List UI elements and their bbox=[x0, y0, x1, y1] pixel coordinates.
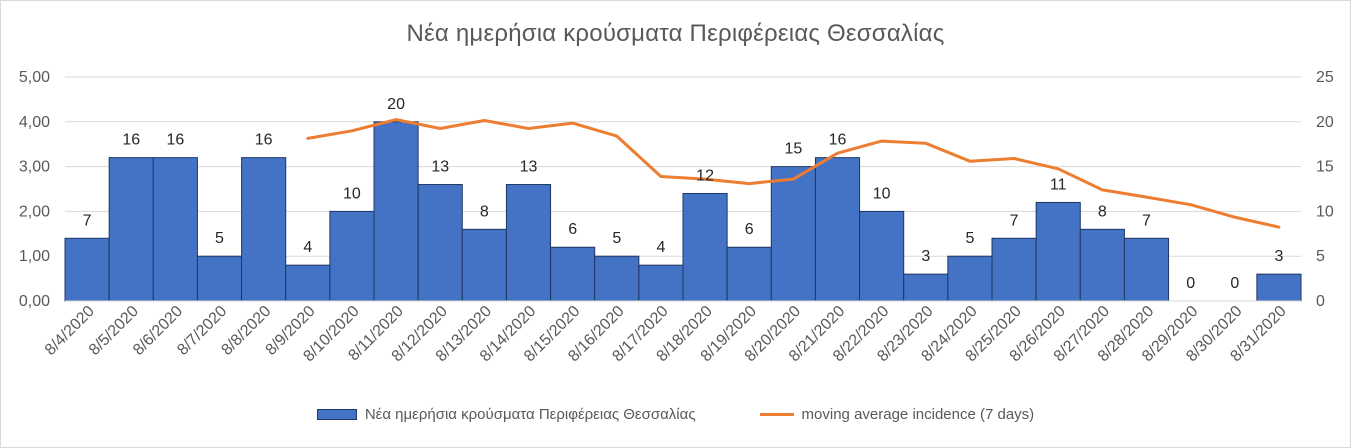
bar-series bbox=[64, 121, 1302, 302]
right-tick-label: 20 bbox=[1316, 114, 1334, 131]
bar-data-label: 16 bbox=[122, 132, 140, 149]
bar-data-label: 7 bbox=[1142, 212, 1151, 229]
bar-data-label: 7 bbox=[83, 212, 92, 229]
legend-item-bars: Νέα ημερήσια κρούσματα Περιφέρειας Θεσσα… bbox=[316, 406, 696, 423]
left-tick-label: 1,00 bbox=[19, 248, 50, 265]
bar bbox=[505, 184, 552, 302]
bar bbox=[1035, 201, 1081, 302]
legend-line-swatch bbox=[759, 413, 794, 416]
bar bbox=[859, 210, 905, 302]
bar bbox=[1256, 273, 1302, 302]
bar bbox=[285, 264, 331, 302]
bar bbox=[152, 157, 198, 302]
bar-data-label: 13 bbox=[431, 159, 449, 176]
left-axis-ticks: 0,00 1,00 2,00 3,00 4,00 5,00 bbox=[19, 69, 50, 310]
bar bbox=[417, 184, 463, 302]
bar bbox=[770, 166, 816, 302]
bar-data-label: 16 bbox=[255, 132, 273, 149]
bar bbox=[108, 157, 154, 302]
legend-label-bars: Νέα ημερήσια κρούσματα Περιφέρειας Θεσσα… bbox=[364, 406, 696, 423]
bar-data-label: 10 bbox=[343, 185, 361, 202]
bar bbox=[241, 157, 287, 302]
bar bbox=[814, 157, 861, 302]
bar bbox=[947, 255, 993, 302]
left-tick-label: 3,00 bbox=[19, 159, 50, 176]
bar-data-label: 16 bbox=[166, 132, 184, 149]
bar bbox=[638, 264, 684, 302]
left-tick-label: 2,00 bbox=[19, 203, 50, 220]
bar-data-label: 7 bbox=[1010, 212, 1019, 229]
bar-data-label: 0 bbox=[1230, 275, 1239, 292]
bar-data-label: 10 bbox=[873, 185, 891, 202]
right-tick-label: 10 bbox=[1316, 203, 1334, 220]
bar bbox=[726, 246, 772, 302]
right-tick-label: 0 bbox=[1316, 293, 1325, 310]
bar bbox=[682, 192, 728, 302]
left-tick-label: 4,00 bbox=[19, 114, 50, 131]
bar-data-label: 8 bbox=[480, 203, 489, 220]
bar-data-label: 5 bbox=[612, 230, 621, 247]
bar-data-label: 13 bbox=[520, 159, 538, 176]
bar bbox=[594, 255, 640, 302]
x-axis-labels: 8/4/20208/5/20208/6/20208/7/20208/8/2020… bbox=[42, 303, 1290, 365]
legend: Νέα ημερήσια κρούσματα Περιφέρειας Θεσσα… bbox=[0, 406, 1351, 423]
legend-label-line: moving average incidence (7 days) bbox=[801, 406, 1035, 423]
line-series bbox=[306, 118, 1281, 229]
bar-data-label: 11 bbox=[1050, 176, 1067, 193]
right-tick-label: 25 bbox=[1316, 69, 1334, 86]
data-labels: 7 16 16 5 16 4 10 20 13 8 13 6 5 4 12 6 15 16 10 3 5 7 11 8 7 0 0 3 bbox=[83, 96, 1284, 292]
bar-data-label: 6 bbox=[568, 221, 577, 238]
bar-data-label: 0 bbox=[1186, 275, 1195, 292]
bar-data-label: 20 bbox=[387, 96, 405, 113]
bar-data-label: 4 bbox=[303, 239, 312, 256]
right-axis-ticks: 0 5 10 15 20 25 bbox=[1316, 69, 1334, 310]
bar bbox=[991, 237, 1037, 302]
bar bbox=[903, 273, 949, 302]
bar-data-label: 15 bbox=[784, 141, 802, 158]
bar-data-label: 3 bbox=[921, 248, 930, 265]
bar-data-label: 6 bbox=[745, 221, 754, 238]
bar bbox=[196, 255, 243, 302]
bar-data-label: 5 bbox=[965, 230, 974, 247]
legend-bar-swatch bbox=[316, 409, 357, 420]
bar-data-label: 8 bbox=[1098, 203, 1107, 220]
bar bbox=[461, 228, 507, 302]
bar-data-label: 3 bbox=[1274, 248, 1283, 265]
left-tick-label: 0,00 bbox=[19, 293, 50, 310]
bar bbox=[1123, 237, 1170, 302]
bar bbox=[373, 121, 419, 302]
bar-data-label: 16 bbox=[829, 132, 847, 149]
moving-average-line bbox=[306, 118, 1281, 229]
left-tick-label: 5,00 bbox=[19, 69, 50, 86]
bar-data-label: 12 bbox=[696, 167, 714, 184]
bar bbox=[550, 246, 596, 302]
right-tick-label: 15 bbox=[1316, 159, 1334, 176]
right-tick-label: 5 bbox=[1316, 248, 1325, 265]
bar bbox=[1079, 228, 1125, 302]
legend-item-line: moving average incidence (7 days) bbox=[759, 406, 1035, 423]
bar-data-label: 4 bbox=[656, 239, 665, 256]
bar bbox=[64, 237, 110, 302]
bar bbox=[329, 210, 375, 302]
bar-data-label: 5 bbox=[215, 230, 224, 247]
chart-title: Νέα ημερήσια κρούσματα Περιφέρειας Θεσσα… bbox=[406, 20, 945, 47]
